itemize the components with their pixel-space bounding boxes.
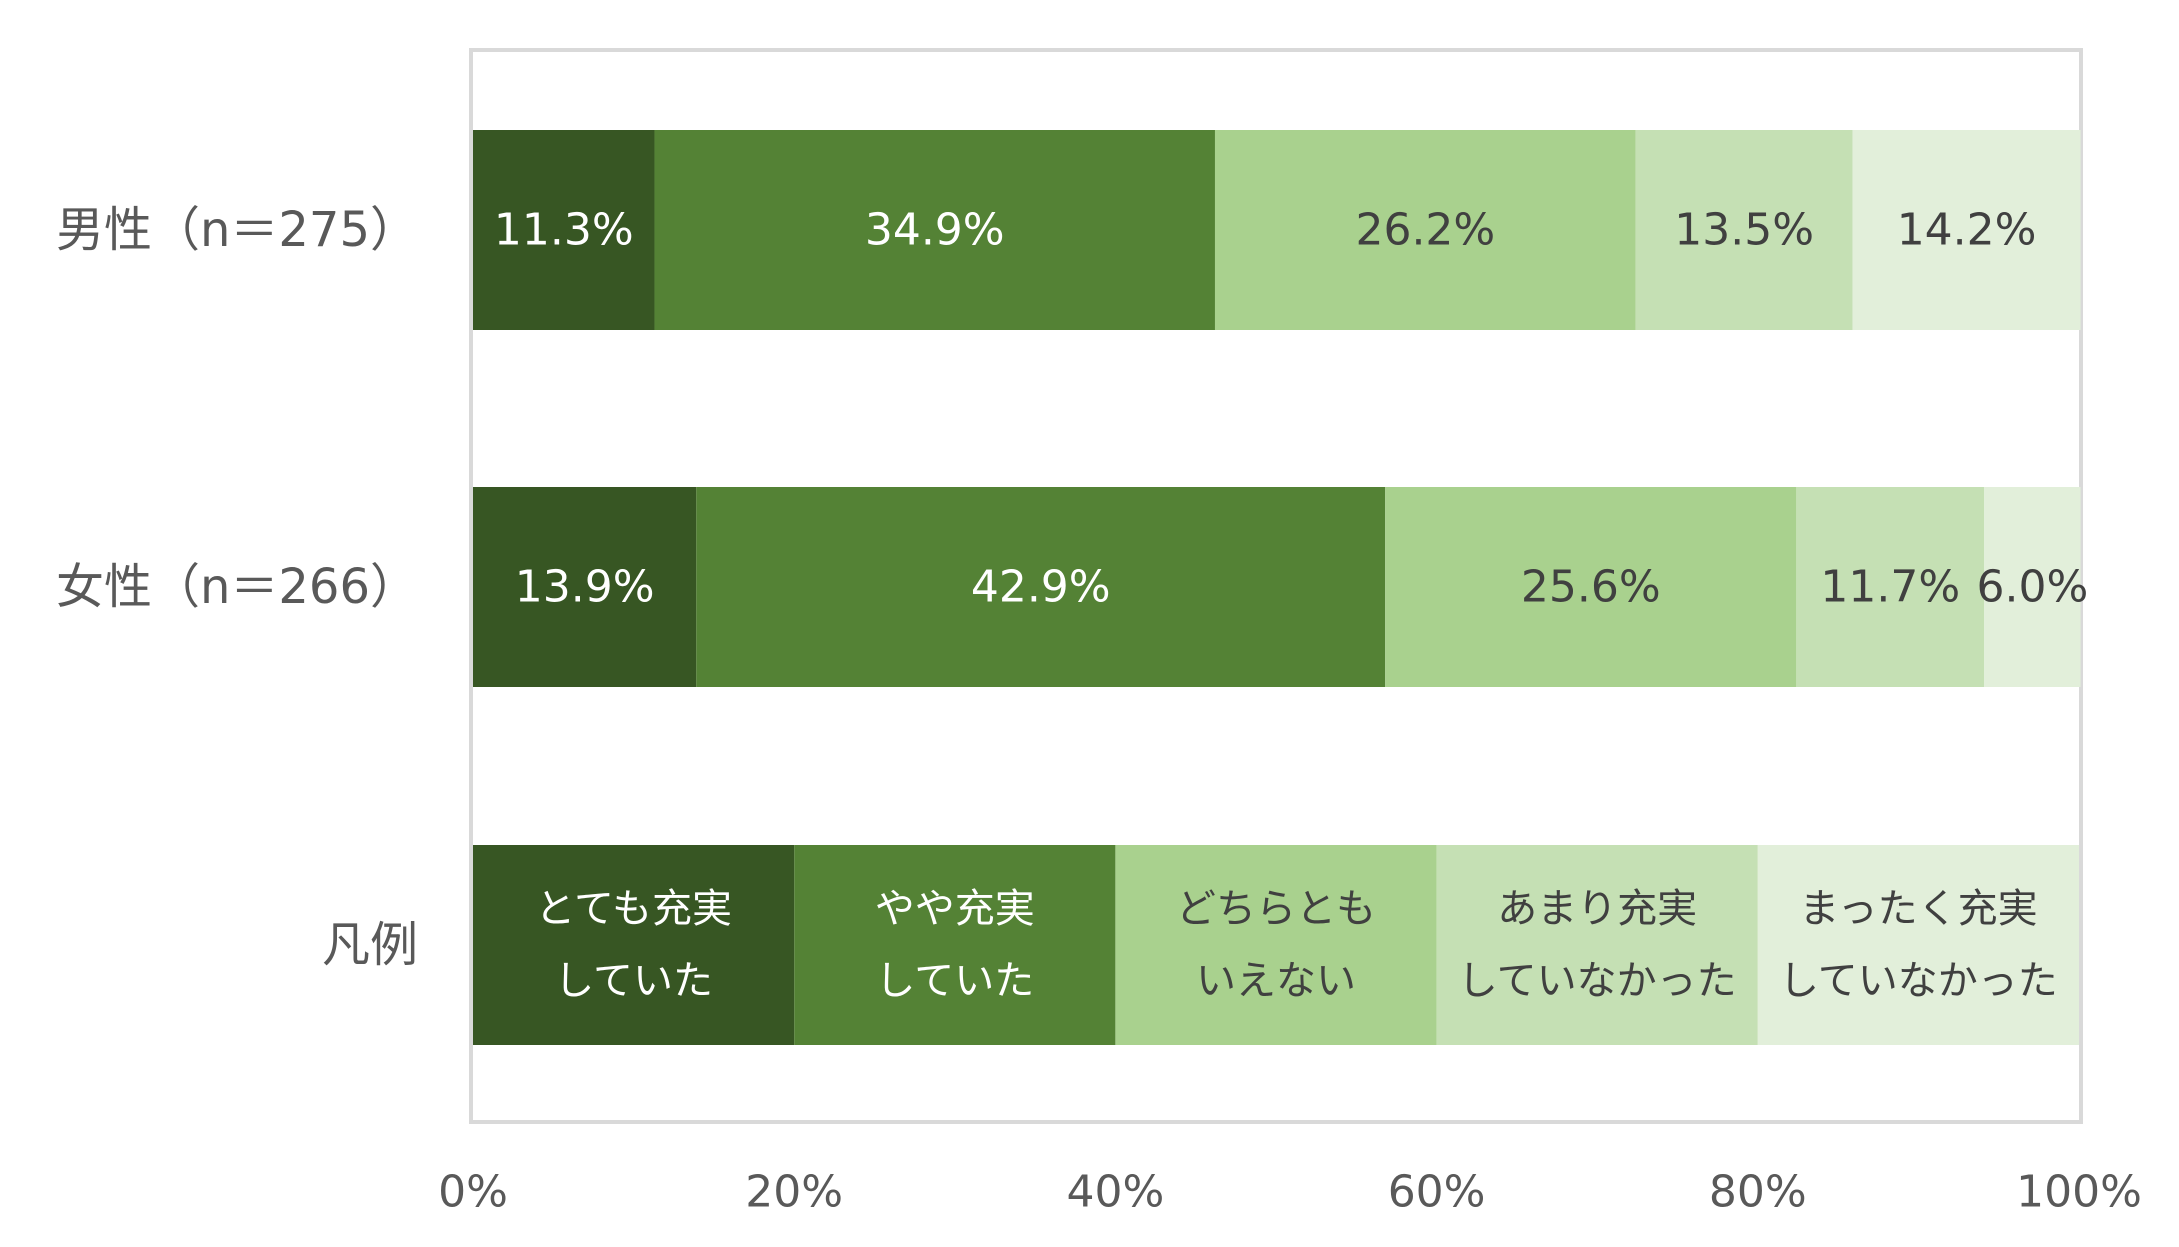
x-tick-label: 0% (438, 1167, 508, 1218)
data-label: 6.0% (1977, 562, 2089, 613)
legend-label: まったく充実していなかった (1779, 886, 2058, 1004)
bars: 11.3% 34.9% 26.2% 13.5% 14.2% 13.9% 42.9% 25.6%… (473, 130, 2088, 1045)
x-tick-label: 40% (1067, 1167, 1165, 1218)
data-label: 42.9% (971, 562, 1111, 613)
x-tick-labels: 0% 20% 40% 60% 80% 100% (438, 1167, 2142, 1218)
data-label: 11.3% (494, 205, 634, 256)
x-tick-label: 100% (2016, 1167, 2142, 1218)
legend-swatch (1436, 845, 1758, 1045)
category-labels: 男性（n＝275） 女性（n＝266） 凡例 (56, 202, 418, 973)
x-tick-label: 80% (1709, 1167, 1807, 1218)
data-label: 13.5% (1674, 205, 1814, 256)
bar-segment (654, 130, 1215, 330)
data-label: 13.9% (515, 562, 655, 613)
legend-swatch (1757, 845, 2079, 1045)
bar-segment (1214, 130, 1636, 330)
bar-segment (473, 487, 697, 687)
legend-label: あまり充実していなかった (1458, 886, 1737, 1004)
legend-swatch (794, 845, 1116, 1045)
bar-segment (696, 487, 1386, 687)
legend-swatch (473, 845, 795, 1045)
data-label: 25.6% (1521, 562, 1661, 613)
category-label: 女性（n＝266） (56, 559, 418, 615)
data-label: 34.9% (865, 205, 1005, 256)
bar-segment (1852, 130, 2081, 330)
bar-segment (1385, 487, 1797, 687)
legend-label: とても充実していた (535, 886, 732, 1004)
bar-segment (1984, 487, 2081, 687)
bar-segment (1796, 487, 1985, 687)
category-label: 凡例 (322, 917, 418, 973)
legend-label: やや充実していた (875, 886, 1035, 1004)
legend-label: どちらともいえない (1176, 886, 1376, 1004)
bar-segment (473, 130, 655, 330)
x-tick-label: 20% (745, 1167, 843, 1218)
category-label: 男性（n＝275） (56, 202, 418, 258)
x-tick-label: 60% (1388, 1167, 1486, 1218)
bar-segment (1635, 130, 1853, 330)
legend-swatch (1115, 845, 1437, 1045)
data-label: 26.2% (1355, 205, 1495, 256)
data-label: 14.2% (1897, 205, 2037, 256)
data-label: 11.7% (1820, 562, 1960, 613)
